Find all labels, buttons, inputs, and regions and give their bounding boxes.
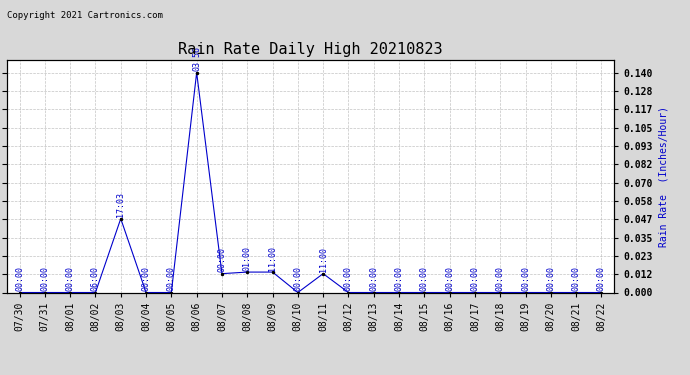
Text: 06:00: 06:00 [91,266,100,291]
Text: 00:00: 00:00 [217,247,226,272]
Text: 00:00: 00:00 [445,266,454,291]
Text: 00:00: 00:00 [521,266,530,291]
Text: 00:00: 00:00 [471,266,480,291]
Text: 00:00: 00:00 [66,266,75,291]
Text: Copyright 2021 Cartronics.com: Copyright 2021 Cartronics.com [7,11,163,20]
Title: Rain Rate Daily High 20210823: Rain Rate Daily High 20210823 [178,42,443,57]
Text: 00:00: 00:00 [395,266,404,291]
Text: 00:00: 00:00 [141,266,150,291]
Text: 00:00: 00:00 [546,266,555,291]
Text: 11:00: 11:00 [268,246,277,270]
Text: 11:00: 11:00 [319,247,328,272]
Text: 00:00: 00:00 [420,266,429,291]
Text: 17:03: 17:03 [116,192,126,217]
Text: 00:00: 00:00 [495,266,505,291]
Text: 03:56: 03:56 [192,46,201,71]
Text: 00:00: 00:00 [40,266,50,291]
Text: 00:00: 00:00 [15,266,24,291]
Text: 00:00: 00:00 [597,266,606,291]
Text: 00:00: 00:00 [571,266,581,291]
Text: 00:00: 00:00 [369,266,378,291]
Y-axis label: Rain Rate  (Inches/Hour): Rain Rate (Inches/Hour) [658,106,668,247]
Text: 00:00: 00:00 [167,266,176,291]
Text: 01:00: 01:00 [243,246,252,270]
Text: 00:00: 00:00 [344,266,353,291]
Text: 00:00: 00:00 [293,266,302,291]
